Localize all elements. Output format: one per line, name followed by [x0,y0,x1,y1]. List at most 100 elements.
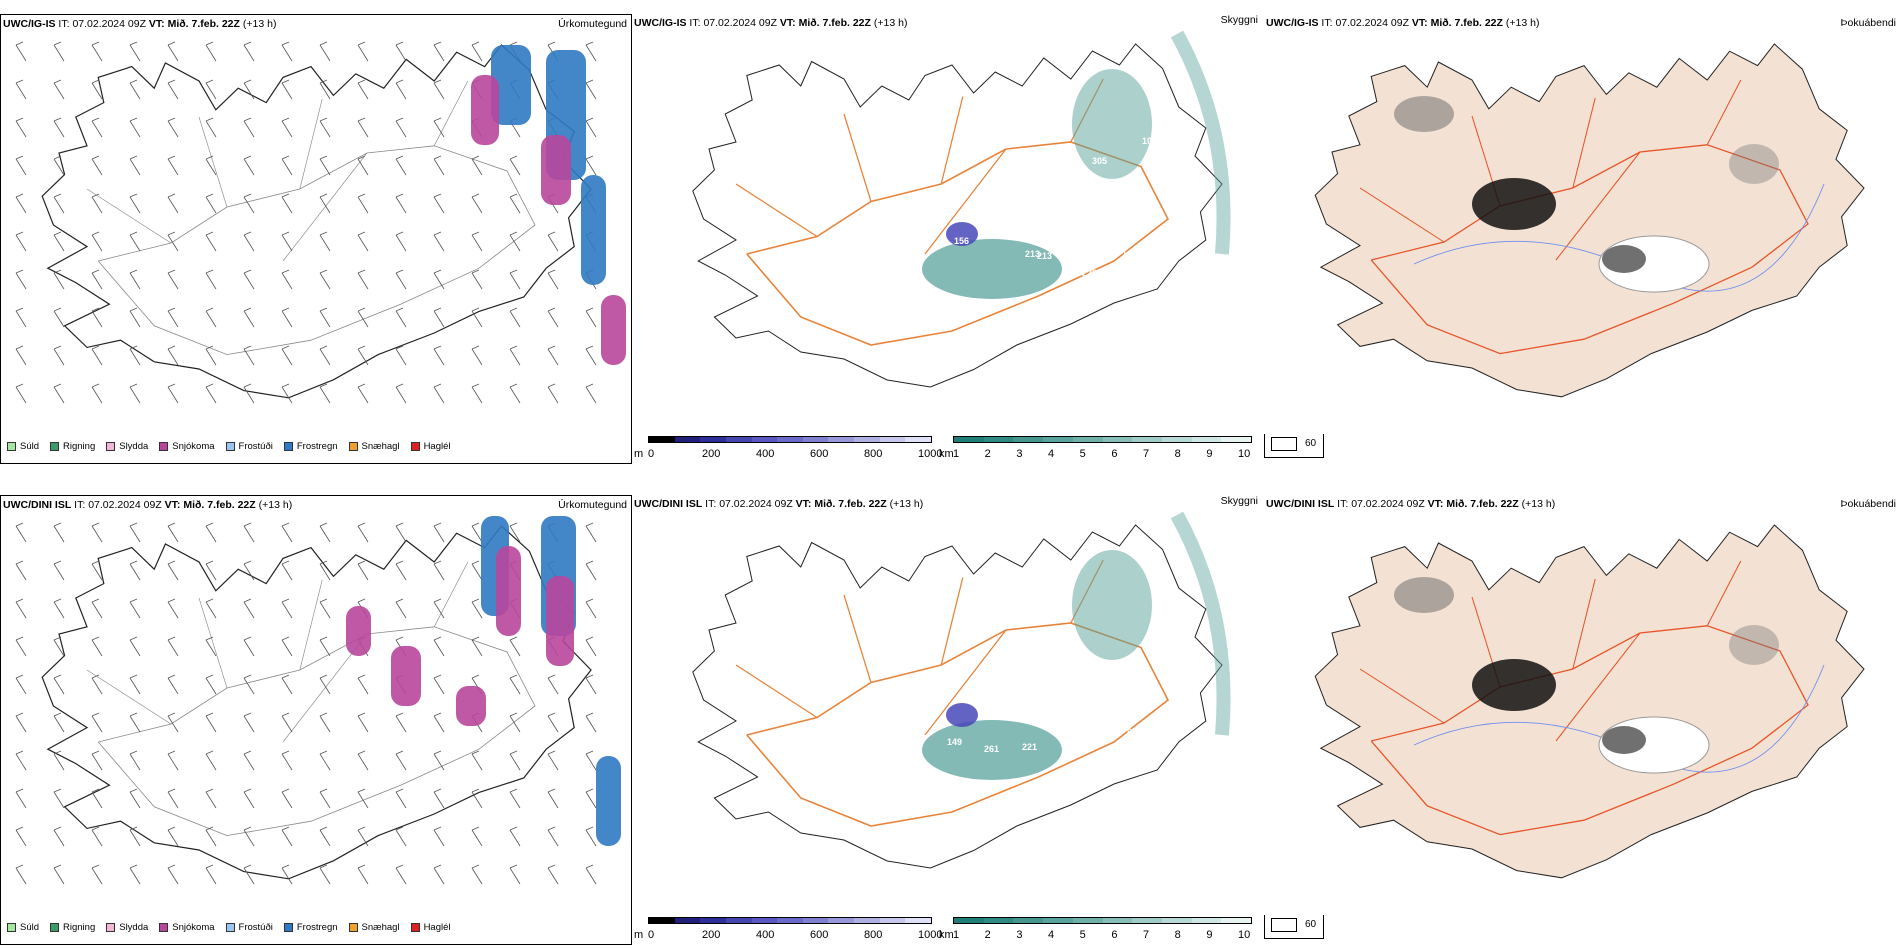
precip-area [596,756,621,846]
wind-barb [243,79,255,100]
wind-barb [357,788,369,809]
wind-barb [15,522,27,543]
wind-barb [357,155,369,176]
wind-barb [509,522,521,543]
wind-barb [243,598,255,619]
scale-step [649,918,675,923]
fog-signal-high [1472,659,1556,711]
fog-panel-top: UWC/IG-IS IT: 07.02.2024 09Z VT: Mið. 7.… [1264,14,1900,434]
wind-barb [319,826,331,847]
panel-title: Skyggni [1220,495,1258,507]
wind-barb [53,155,65,176]
scale-step [674,918,701,923]
scale-step [905,918,932,923]
run-header: UWC/DINI ISL IT: 07.02.2024 09Z VT: Mið.… [634,498,924,510]
wind-barb [91,750,103,771]
legend-swatch [7,442,16,451]
wind-barb [53,522,65,543]
wind-barb [471,598,483,619]
scale-tick-label: 3 [1016,448,1023,460]
wind-barb [243,826,255,847]
run-header: UWC/DINI ISL IT: 07.02.2024 09Z VT: Mið.… [1266,498,1556,510]
scale-tick-label: 7 [1143,929,1150,941]
cloud-base-label: 175 [1050,682,1065,692]
wind-barb [281,750,293,771]
wind-barb [433,41,445,62]
scale-bar [648,917,932,924]
wind-barb [129,560,141,581]
scale-tick-label: 10 [1238,929,1251,941]
legend-item: Rigning [50,441,95,452]
wind-barb [547,307,559,328]
wind-barb [53,383,65,404]
wind-barb [281,307,293,328]
wind-barb [167,41,179,62]
wind-barb [395,750,407,771]
wind-barb [357,269,369,290]
wind-barb [585,788,597,809]
cloud-base-label: 156 [954,236,969,246]
road [940,577,964,666]
wind-barb [319,345,331,366]
wind-barb [395,79,407,100]
fog-signal-high [1602,245,1646,273]
wind-barb [319,231,331,252]
wind-barb [509,345,521,366]
run-header: UWC/IG-IS IT: 07.02.2024 09Z VT: Mið. 7.… [3,18,277,30]
wind-barb [319,864,331,885]
wind-barb [129,383,141,404]
wind-barb [395,522,407,543]
wind-barb [547,788,559,809]
wind-barb [281,193,293,214]
wind-barb [319,383,331,404]
precip-legend: Súld Rigning Slydda Snjókoma Frostúði Frostre… [7,441,451,452]
wind-barb [471,193,483,214]
wind-barb [395,345,407,366]
run-header: UWC/DINI ISL IT: 07.02.2024 09Z VT: Mið.… [3,499,293,511]
scale-tick-label: 8 [1174,448,1181,460]
wind-barb [547,269,559,290]
wind-barb [205,231,217,252]
wind-barb [15,826,27,847]
fog-signal-medium [1729,144,1779,184]
scale-tick-label: 2 [984,929,991,941]
wind-barb [167,560,179,581]
wind-barb [91,598,103,619]
wind-barb [585,522,597,543]
cloud-base-label: 143 [1087,735,1102,745]
wind-barb [129,598,141,619]
iceland-coastline [41,525,592,880]
wind-barb [129,79,141,100]
wind-barb [205,826,217,847]
precip-area [496,546,521,636]
wind-barb [243,307,255,328]
wind-barb [15,307,27,328]
wind-barb [585,864,597,885]
wind-barb [433,345,445,366]
wind-barb [319,193,331,214]
road [198,597,228,689]
wind-barb [53,345,65,366]
wind-barb [53,864,65,885]
wind-barb [129,307,141,328]
wind-barb [281,79,293,100]
wind-barb [91,193,103,214]
wind-barb [509,193,521,214]
scale-step [1191,918,1222,923]
wind-barb [433,750,445,771]
cloud-base-label: 261 [984,744,999,754]
precip-panel-bottom: UWC/DINI ISL IT: 07.02.2024 09Z VT: Mið.… [0,495,632,945]
wind-barb [433,79,445,100]
scale-tick-label: 1000 [918,929,943,941]
ring-road [746,141,1170,346]
fog-signal-medium [1729,625,1779,665]
precip-area [581,175,606,285]
wind-barb [243,231,255,252]
wind-barb [15,41,27,62]
wind-barb [91,522,103,543]
wind-barb [167,383,179,404]
road [86,669,172,725]
wind-barb [319,79,331,100]
legend-label: Frostregn [296,922,338,933]
wind-barb [243,750,255,771]
